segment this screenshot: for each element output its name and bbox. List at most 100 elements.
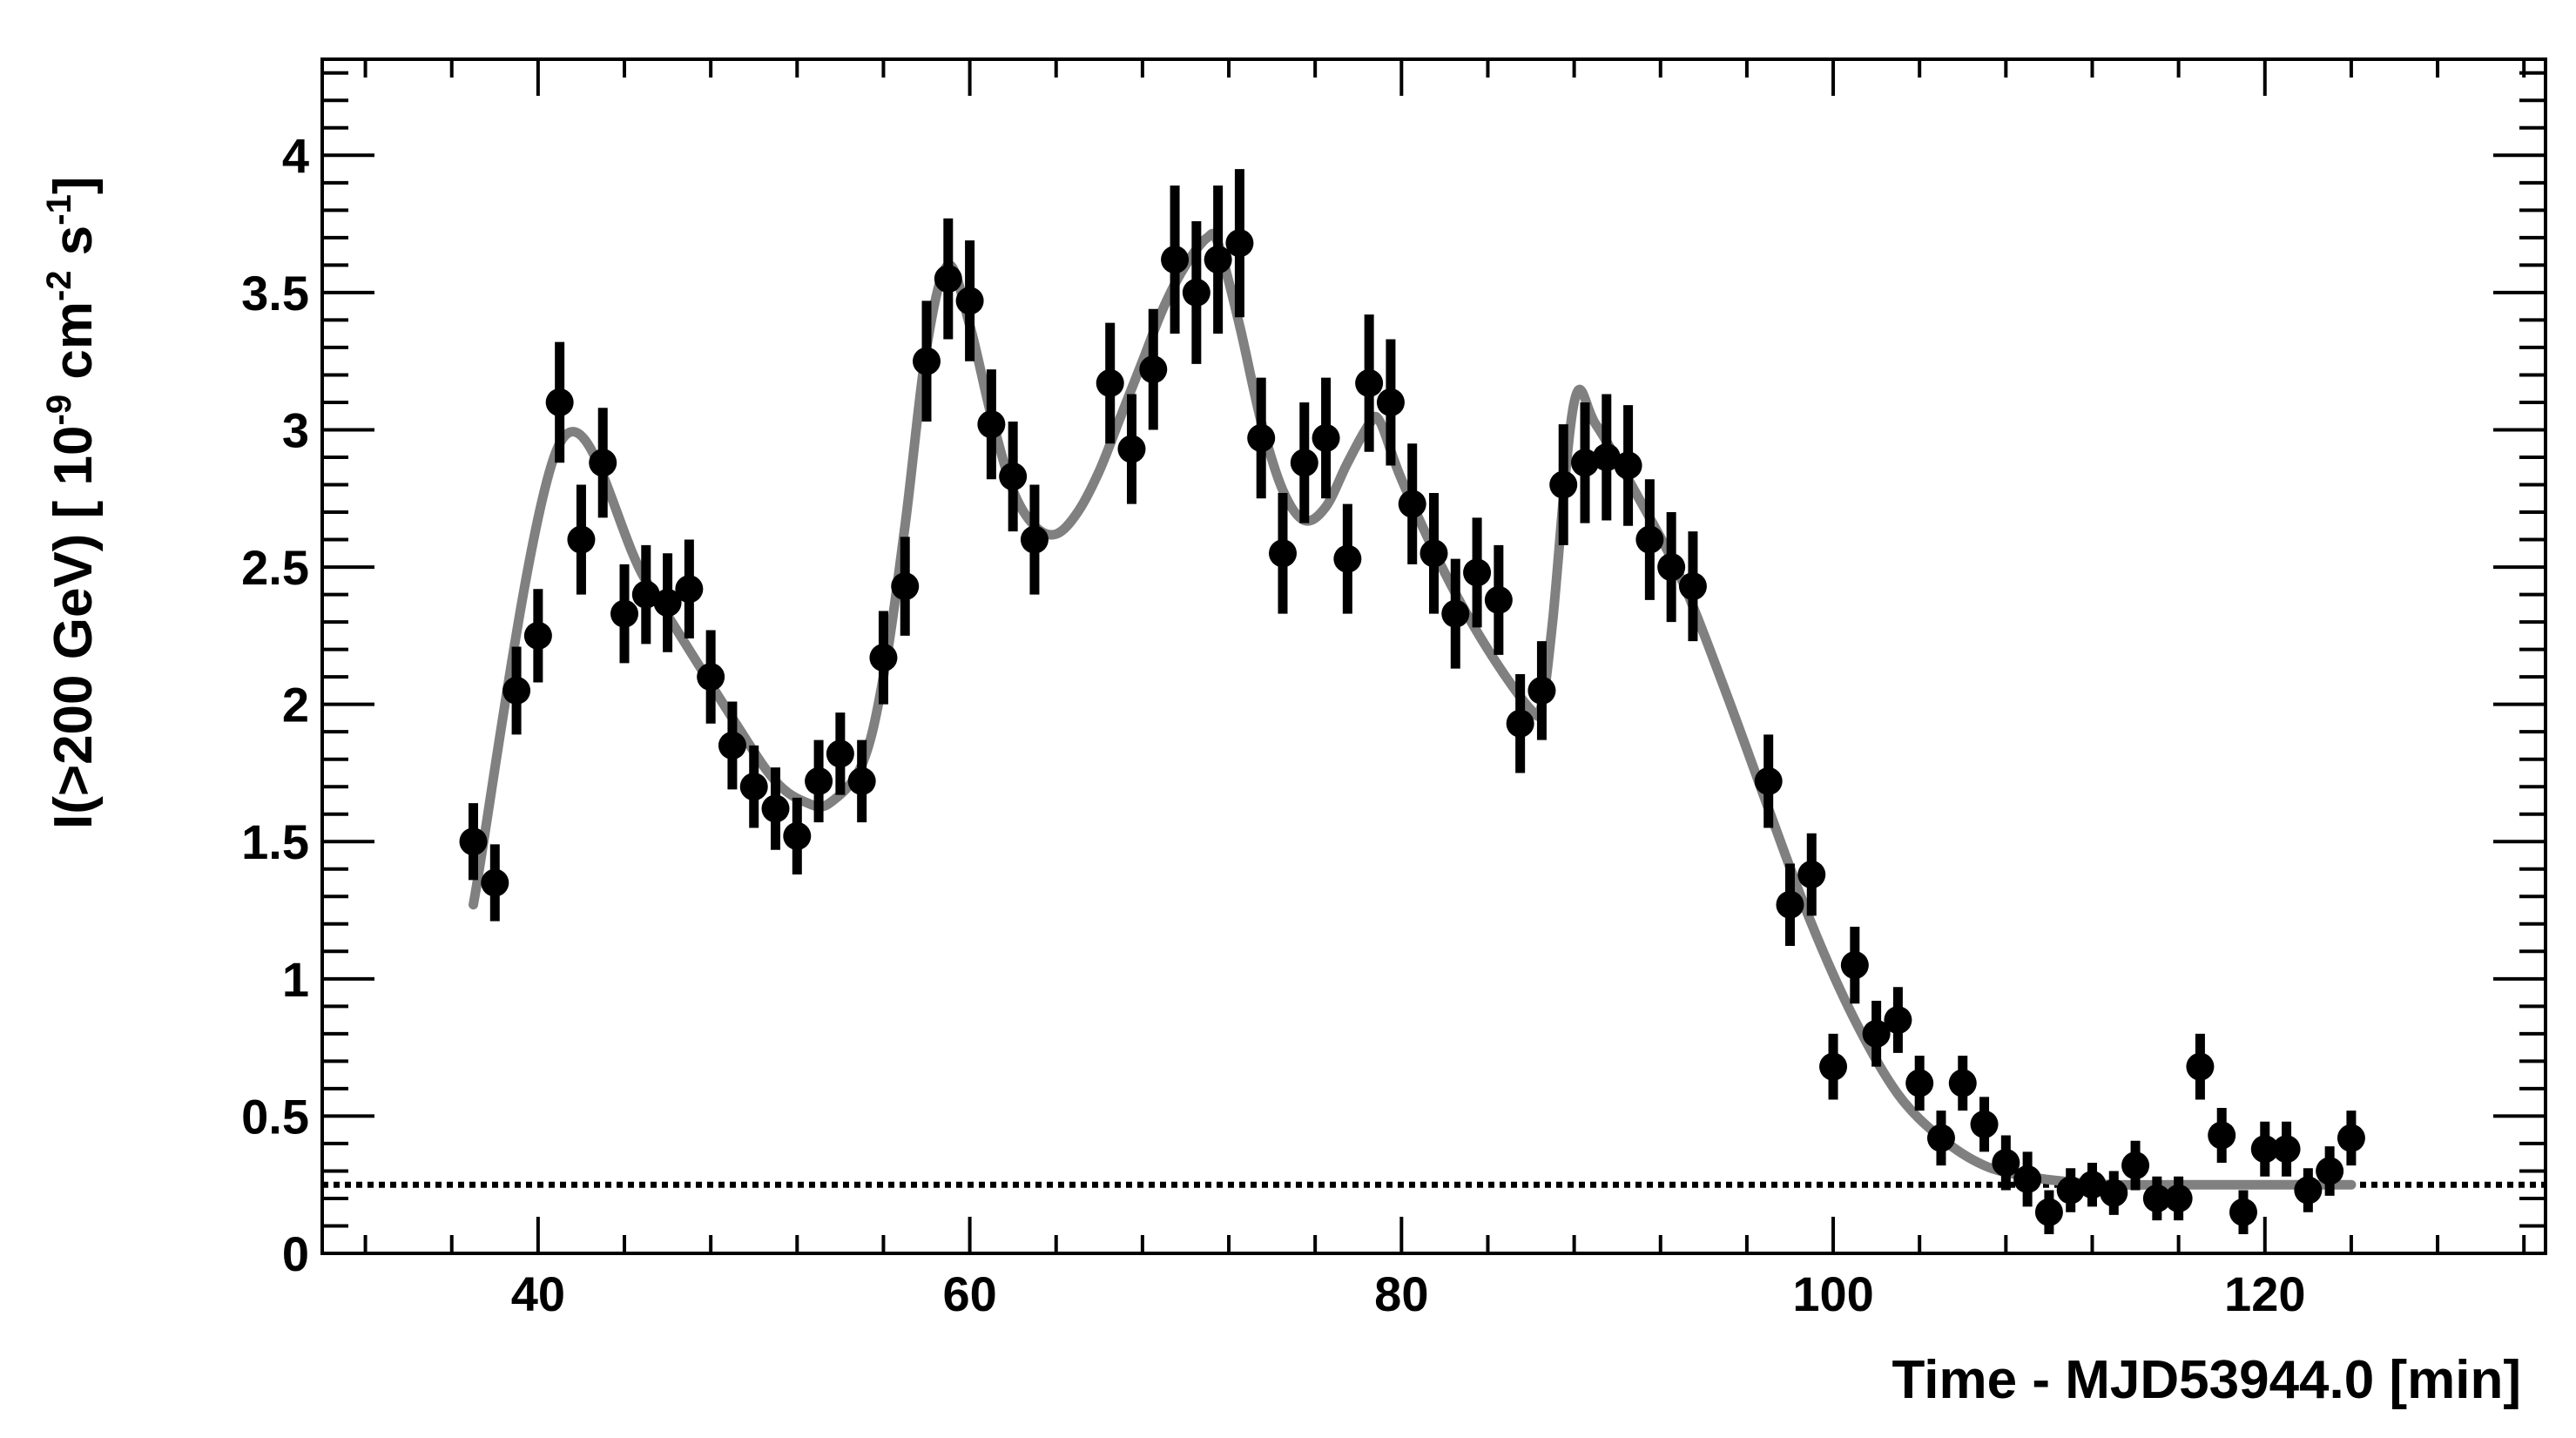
data-point — [502, 676, 531, 705]
data-point — [1333, 544, 1362, 573]
data-point — [631, 580, 660, 609]
data-point — [739, 773, 768, 801]
data-point — [1117, 435, 1146, 463]
data-point — [2013, 1165, 2042, 1193]
data-point — [1549, 470, 1578, 499]
data-point — [955, 287, 984, 315]
y-tick-label: 3 — [282, 402, 309, 457]
data-point — [1182, 278, 1210, 307]
x-axis-ticks — [363, 59, 2526, 1253]
data-point — [2034, 1198, 2063, 1226]
data-point — [2164, 1184, 2193, 1212]
data-point — [847, 766, 876, 795]
data-point — [1484, 585, 1513, 614]
data-point — [1840, 951, 1869, 980]
data-point — [2250, 1135, 2279, 1164]
y-axis-ticks — [322, 71, 2546, 1255]
data-point — [1506, 709, 1534, 738]
data-point — [1905, 1069, 1934, 1097]
data-point — [2142, 1184, 2171, 1212]
data-point — [523, 621, 552, 650]
data-point — [1614, 451, 1642, 480]
data-point — [1862, 1019, 1891, 1048]
data-point — [1819, 1052, 1848, 1081]
y-tick-label: 2.5 — [241, 540, 309, 595]
data-point — [1398, 489, 1426, 518]
data-point — [1376, 388, 1405, 416]
data-point — [2208, 1121, 2236, 1150]
x-tick-label: 100 — [1792, 1266, 1873, 1321]
y-tick-label: 2 — [282, 678, 309, 733]
plot-frame — [320, 57, 2547, 1255]
data-point — [567, 525, 596, 554]
data-point — [1635, 525, 1664, 554]
data-point — [1657, 553, 1686, 582]
data-point — [697, 663, 725, 692]
x-tick-label: 60 — [942, 1266, 996, 1321]
x-tick-label: 80 — [1374, 1266, 1428, 1321]
data-point — [999, 462, 1028, 491]
data-point — [1970, 1110, 1999, 1138]
data-point — [1204, 246, 1232, 274]
x-tick-label: 40 — [511, 1266, 565, 1321]
data-point — [1139, 355, 1168, 384]
data-point — [826, 739, 854, 768]
data-point — [1678, 572, 1707, 601]
data-point — [2100, 1178, 2128, 1207]
data-point — [1527, 676, 1556, 705]
data-point — [891, 572, 920, 601]
data-point — [1247, 423, 1276, 452]
y-tick-label: 1.5 — [241, 814, 309, 869]
data-point — [913, 347, 941, 375]
data-point — [2186, 1052, 2215, 1081]
y-tick-label: 0.5 — [241, 1089, 309, 1144]
data-point — [1020, 525, 1049, 554]
data-point — [2056, 1176, 2085, 1205]
data-point — [675, 575, 704, 604]
y-axis-title: I(>200 GeV) [ 10-9 cm-2 s-1] — [40, 177, 104, 829]
data-point — [1161, 246, 1190, 274]
data-point — [545, 388, 574, 416]
data-point — [1571, 449, 1600, 477]
y-tick-label: 4 — [282, 128, 309, 183]
data-point — [2078, 1171, 2107, 1199]
data-point — [610, 599, 639, 628]
data-point — [1776, 890, 1804, 919]
data-point — [934, 265, 962, 294]
data-point — [1797, 861, 1826, 889]
data-point — [2229, 1198, 2257, 1226]
data-point — [805, 766, 833, 795]
data-point — [1463, 558, 1492, 587]
x-tick-label: 120 — [2224, 1266, 2305, 1321]
data-point — [2272, 1135, 2301, 1164]
y-tick-label: 0 — [282, 1226, 309, 1281]
data-point — [1592, 443, 1621, 471]
x-tick-labels: 40 60 80 100 120 — [511, 1266, 2306, 1321]
data-points-layer — [459, 169, 2365, 1234]
data-point — [761, 794, 790, 823]
fit-curve-layer — [469, 228, 2357, 1190]
data-point — [2316, 1157, 2344, 1185]
y-tick-labels: 0 0.5 1 1.5 2 2.5 3 3.5 4 — [241, 128, 309, 1281]
data-point — [783, 821, 812, 850]
data-point — [1290, 449, 1318, 477]
data-point — [1312, 423, 1340, 452]
data-point — [1926, 1124, 1955, 1152]
data-point — [1355, 368, 1384, 397]
data-point — [718, 731, 746, 760]
data-point — [1992, 1148, 2020, 1177]
y-tick-label: 3.5 — [241, 266, 309, 321]
data-point — [1441, 599, 1470, 628]
data-point — [653, 589, 682, 618]
fit-curve — [469, 228, 2357, 1190]
data-point — [1419, 539, 1448, 568]
data-point — [459, 827, 488, 856]
data-point — [1268, 539, 1297, 568]
data-point — [1754, 766, 1783, 795]
data-point — [869, 644, 898, 672]
data-point — [2121, 1151, 2150, 1180]
data-point — [2337, 1124, 2365, 1152]
data-point — [1948, 1069, 1977, 1097]
data-point — [589, 449, 617, 477]
